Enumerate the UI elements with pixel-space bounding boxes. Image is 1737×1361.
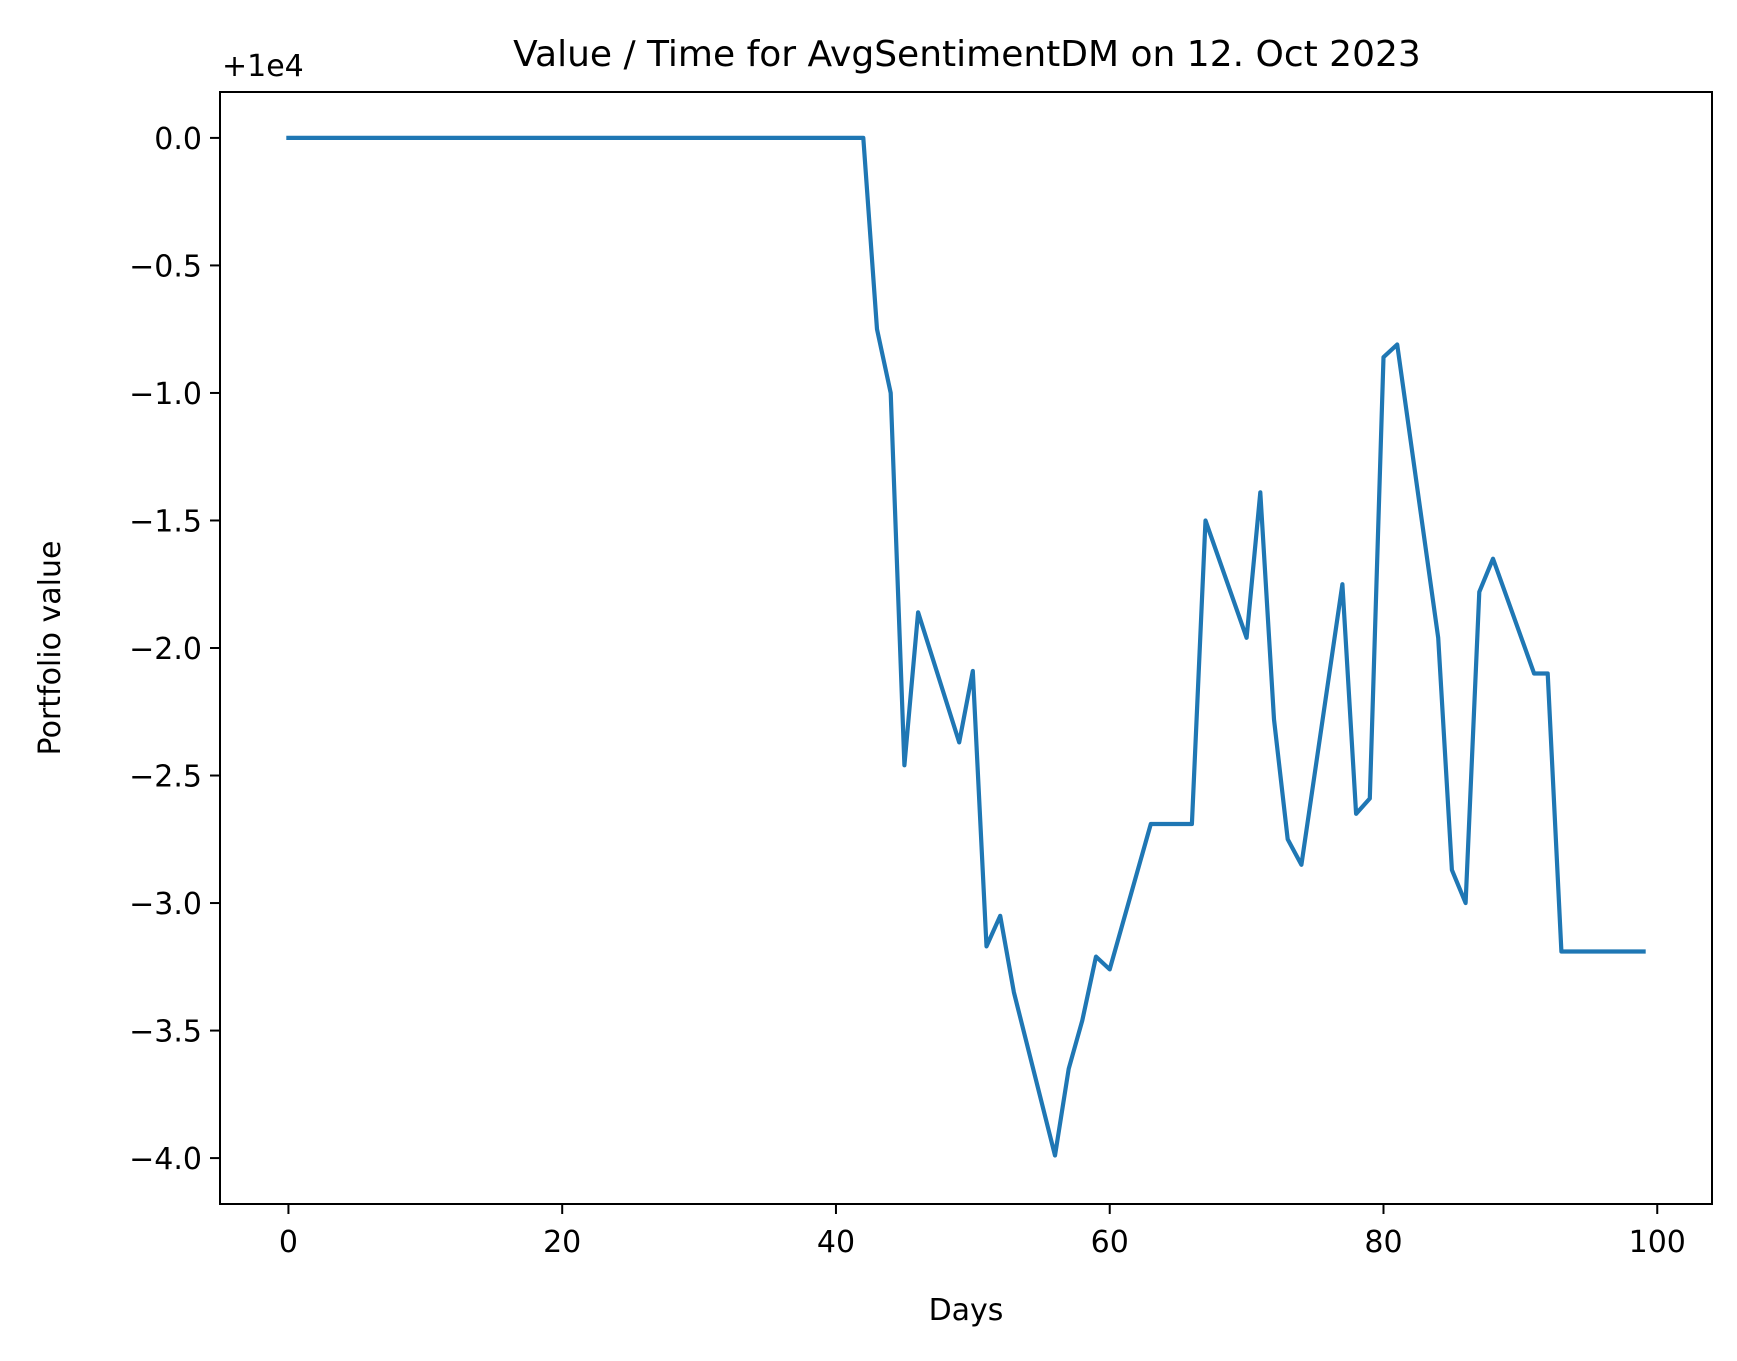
x-tick-label: 40: [817, 1225, 855, 1260]
x-tick-label: 100: [1629, 1225, 1686, 1260]
y-axis-ticks: 0.0 −0.5 −1.0 −1.5 −2.0 −2.5 −3.0 −3.5 −4.0: [129, 122, 220, 1177]
y-tick-label: −2.5: [129, 760, 202, 795]
y-tick-label: −2.0: [129, 632, 202, 667]
y-tick-label: −4.0: [129, 1142, 202, 1177]
y-tick-label: 0.0: [154, 122, 202, 157]
x-axis-label: Days: [929, 1293, 1004, 1328]
y-tick-label: −3.0: [129, 887, 202, 922]
x-tick-label: 60: [1091, 1225, 1129, 1260]
x-axis-ticks: 0 20 40 60 80 100: [279, 1204, 1686, 1260]
x-tick-label: 0: [279, 1225, 298, 1260]
y-axis-offset-label: +1e4: [222, 49, 304, 84]
x-tick-label: 80: [1364, 1225, 1402, 1260]
y-tick-label: −3.5: [129, 1015, 202, 1050]
chart-title: Value / Time for AvgSentimentDM on 12. O…: [513, 34, 1421, 75]
y-tick-label: −0.5: [129, 249, 202, 284]
y-tick-label: −1.5: [129, 504, 202, 539]
series-line-portfolio: [286, 135, 1646, 1158]
x-tick-label: 20: [543, 1225, 581, 1260]
y-axis-label: Portfolio value: [33, 541, 68, 756]
y-tick-label: −1.0: [129, 377, 202, 412]
plot-area-frame: [219, 91, 1713, 1205]
